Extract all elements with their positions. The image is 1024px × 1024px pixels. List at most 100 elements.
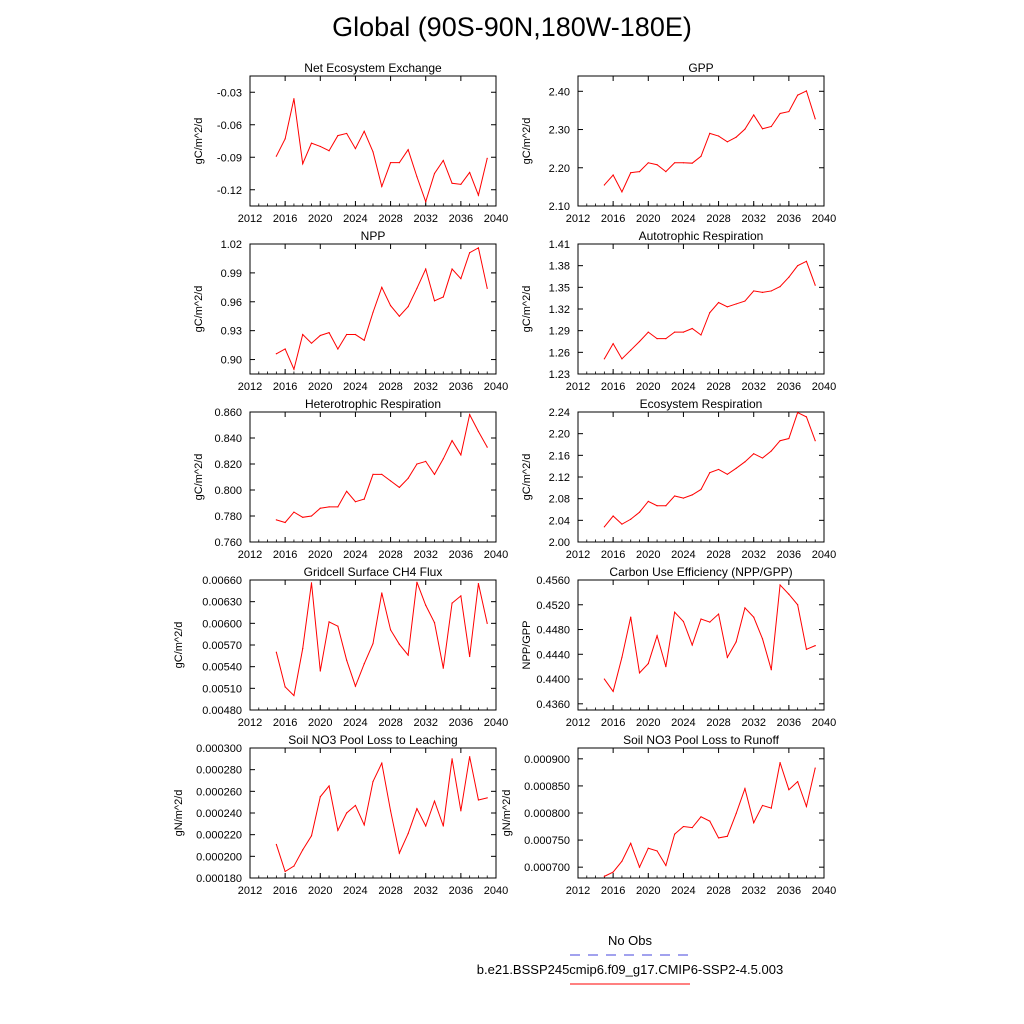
panel-1: Net Ecosystem Exchange 2012 2016 2020 2024 20…	[193, 61, 508, 225]
data-point	[797, 604, 799, 606]
data-point	[433, 300, 436, 302]
panel-title: Autotrophic Respiration	[639, 229, 764, 243]
data-point	[381, 286, 383, 288]
data-point	[779, 584, 781, 586]
data-point	[735, 467, 737, 469]
x-tick-label: 2040	[484, 885, 508, 897]
data-point	[293, 368, 295, 370]
data-point	[337, 348, 339, 350]
data-point	[674, 833, 676, 835]
x-tick-label: 2012	[566, 213, 590, 225]
data-point	[469, 171, 471, 174]
x-tick-label: 2016	[273, 381, 297, 393]
y-tick-label: 1.23	[549, 369, 570, 381]
data-point	[726, 473, 728, 475]
y-tick-label: 0.000900	[524, 754, 570, 766]
data-point	[363, 130, 365, 132]
panel-7: Gridcell Surface CH4 Flux 2012 2016 2020 202…	[173, 565, 508, 729]
x-tick-label: 2040	[484, 549, 508, 561]
x-tick-label: 2024	[343, 885, 367, 897]
y-axis-label: NPP/GPP	[521, 621, 533, 670]
data-point	[770, 807, 772, 809]
data-point	[744, 788, 746, 790]
data-point	[753, 453, 755, 455]
data-point	[691, 494, 693, 496]
data-point	[416, 808, 418, 810]
data-point	[442, 296, 444, 298]
data-point	[700, 488, 702, 491]
data-point	[797, 780, 799, 783]
x-tick-label: 2024	[343, 381, 367, 393]
data-point	[389, 162, 392, 164]
x-tick-label: 2040	[484, 717, 508, 729]
data-point	[682, 497, 685, 499]
data-point	[691, 827, 693, 829]
y-tick-label: 2.20	[549, 163, 570, 175]
y-axis-label: gC/m^2/d	[173, 622, 185, 669]
y-tick-label: 2.00	[549, 537, 570, 549]
data-point	[337, 829, 339, 831]
y-tick-label: 0.4520	[536, 600, 570, 612]
data-point	[638, 340, 641, 343]
data-point	[665, 666, 667, 668]
x-tick-label: 2028	[378, 717, 402, 729]
data-point	[372, 780, 374, 783]
x-tick-label: 2032	[413, 717, 437, 729]
y-tick-label: 0.800	[214, 485, 242, 497]
y-axis-label: gC/m^2/d	[193, 286, 205, 333]
data-point	[486, 622, 488, 624]
panel-5: Heterotrophic Respiration 2012 2016 2020 202…	[193, 397, 508, 561]
data-point	[433, 622, 436, 624]
data-point	[726, 141, 728, 143]
y-tick-label: 0.4440	[536, 649, 570, 661]
x-tick-label: 2016	[273, 549, 297, 561]
data-point	[805, 260, 808, 262]
data-point	[744, 607, 746, 609]
data-point	[753, 114, 755, 116]
x-tick-label: 2028	[378, 549, 402, 561]
data-point	[310, 515, 313, 517]
data-point	[709, 820, 711, 822]
y-tick-label: 0.820	[214, 459, 242, 471]
x-tick-label: 2020	[636, 885, 660, 897]
data-point	[682, 620, 685, 623]
data-point	[337, 506, 339, 508]
y-tick-label: 0.860	[214, 407, 242, 419]
data-point	[638, 672, 641, 674]
data-point	[372, 311, 374, 313]
data-point	[665, 170, 667, 173]
y-tick-label: 0.000220	[196, 830, 242, 842]
data-point	[674, 331, 676, 333]
x-tick-label: 2012	[566, 717, 590, 729]
data-point	[398, 486, 400, 488]
y-tick-label: 1.32	[549, 304, 570, 316]
data-point	[284, 686, 286, 688]
x-tick-label: 2036	[777, 549, 801, 561]
data-point	[779, 286, 781, 288]
data-point	[486, 446, 488, 448]
x-tick-label: 2020	[636, 549, 660, 561]
data-point	[726, 835, 728, 837]
data-point	[814, 284, 816, 286]
data-point	[381, 762, 383, 764]
data-point	[603, 875, 605, 877]
data-point	[735, 303, 737, 305]
data-point	[638, 866, 641, 868]
data-point	[770, 450, 772, 452]
data-point	[700, 816, 702, 818]
y-axis-label: gN/m^2/d	[501, 790, 513, 837]
data-point	[665, 338, 667, 340]
y-tick-label: 0.4400	[536, 674, 570, 686]
x-tick-label: 2028	[378, 381, 402, 393]
data-point	[805, 416, 808, 418]
x-tick-label: 2028	[706, 213, 730, 225]
x-tick-label: 2012	[238, 549, 262, 561]
data-point	[337, 134, 339, 137]
data-point	[700, 155, 702, 157]
x-tick-label: 2032	[741, 213, 765, 225]
data-point	[293, 98, 295, 100]
data-point	[814, 118, 816, 120]
x-tick-label: 2040	[812, 381, 836, 393]
y-tick-label: 1.41	[549, 239, 570, 251]
data-point	[717, 837, 720, 839]
